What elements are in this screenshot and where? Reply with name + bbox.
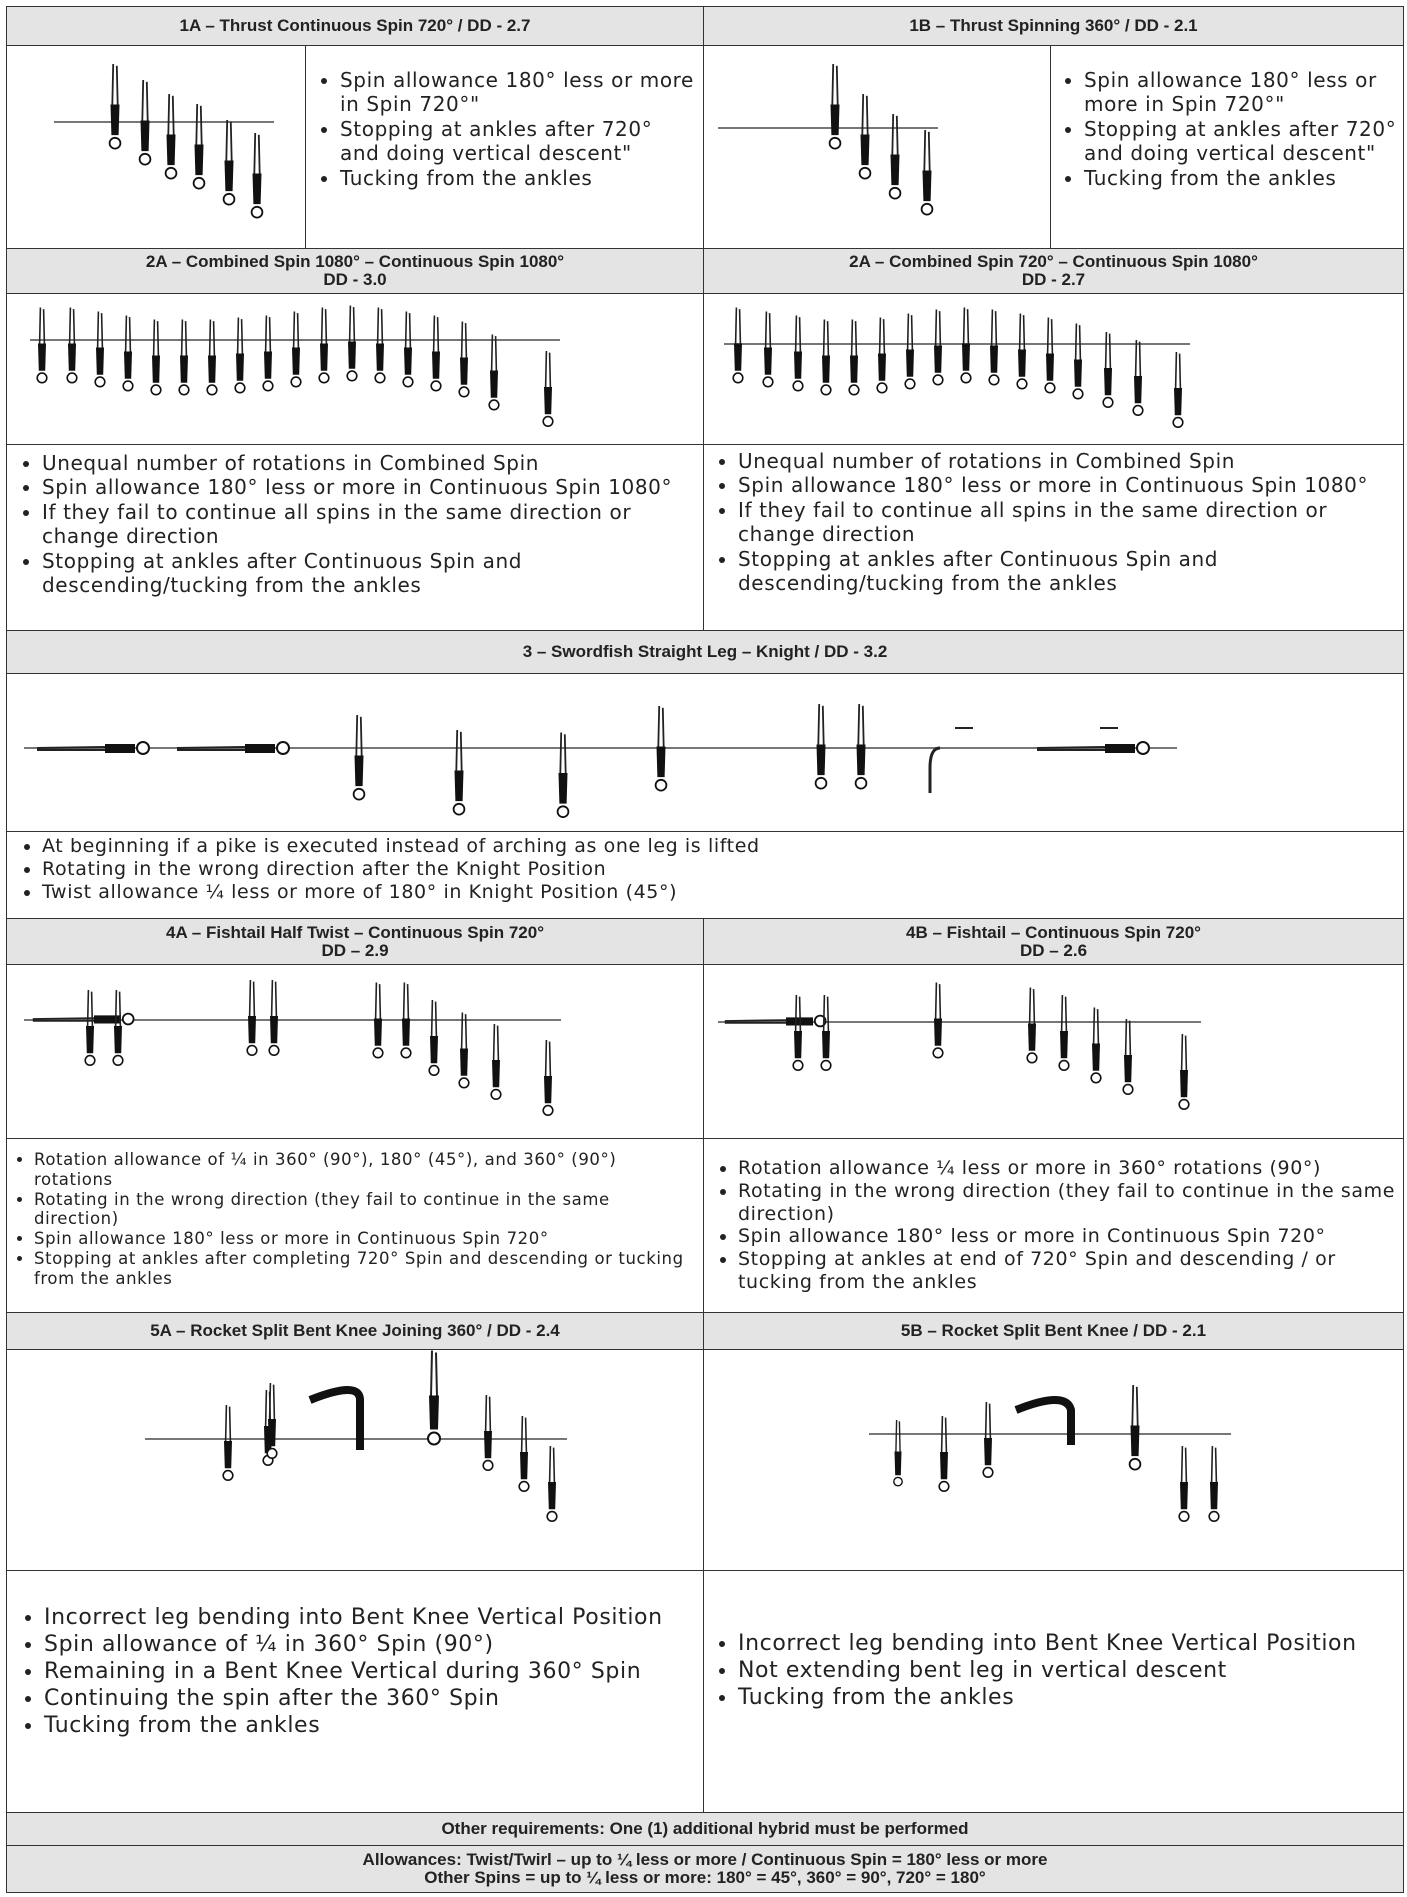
header-title: 4A – Fishtail Half Twist – Continuous Sp… <box>7 924 703 942</box>
bullet-item: Stopping at ankles after Continuous Spin… <box>738 547 1400 596</box>
bullet-item: Spin allowance 180° less or more in Spin… <box>340 68 697 117</box>
header-title: 2A – Combined Spin 1080° – Continuous Sp… <box>7 253 703 271</box>
bullet-item: Rotating in the wrong direction (they fa… <box>738 1180 1400 1226</box>
bullet-list: Rotation allowance ¼ less or more in 360… <box>710 1157 1400 1294</box>
bullet-item: Unequal number of rotations in Combined … <box>42 451 699 475</box>
section-header: 5B – Rocket Split Bent Knee / DD - 2.1 <box>703 1312 1404 1350</box>
header-title: 3 – Swordfish Straight Leg – Knight / DD… <box>7 643 1403 661</box>
bullet-list: Unequal number of rotations in Combined … <box>710 449 1400 595</box>
bullet-item: Stopping at ankles after 720° and doing … <box>340 117 697 166</box>
requirement-text: Other requirements: One (1) additional h… <box>7 1820 1403 1838</box>
bullet-item: Rotating in the wrong direction after th… <box>42 858 1394 881</box>
bullet-list: Incorrect leg bending into Bent Knee Ver… <box>16 1604 696 1739</box>
header-title: 5B – Rocket Split Bent Knee / DD - 2.1 <box>704 1322 1403 1340</box>
header-title: 5A – Rocket Split Bent Knee Joining 360°… <box>7 1322 703 1340</box>
bullet-item: Tucking from the ankles <box>738 1684 1400 1711</box>
bullet-item: Spin allowance 180° less or more in Cont… <box>738 473 1400 497</box>
bullet-block: Incorrect leg bending into Bent Knee Ver… <box>16 1604 696 1739</box>
bullet-list: Rotation allowance of ¼ in 360° (90°), 1… <box>6 1150 696 1289</box>
bullet-item: Rotation allowance ¼ less or more in 360… <box>738 1157 1400 1180</box>
cell <box>6 1349 704 1813</box>
bullet-item: Spin allowance 180° less or more in Cont… <box>42 475 699 499</box>
header-title: 2A – Combined Spin 720° – Continuous Spi… <box>704 253 1403 271</box>
divider <box>6 831 1404 832</box>
bullet-item: Stopping at ankles after completing 720°… <box>34 1249 696 1289</box>
divider <box>6 1138 1404 1139</box>
bullet-item: Tucking from the ankles <box>44 1712 696 1739</box>
header-subtitle: DD - 2.7 <box>704 271 1403 289</box>
bullet-block: Incorrect leg bending into Bent Knee Ver… <box>710 1630 1400 1711</box>
header-subtitle: DD – 2.9 <box>7 942 703 960</box>
section-header: 2A – Combined Spin 720° – Continuous Spi… <box>703 248 1404 294</box>
bullet-list: Spin allowance 180° less or more in Spin… <box>312 68 697 190</box>
bullet-item: Incorrect leg bending into Bent Knee Ver… <box>44 1604 696 1631</box>
bullet-item: Tucking from the ankles <box>1084 166 1401 190</box>
section-header: 2A – Combined Spin 1080° – Continuous Sp… <box>6 248 704 294</box>
bullet-item: Continuing the spin after the 360° Spin <box>44 1685 696 1712</box>
bullet-item: Tucking from the ankles <box>340 166 697 190</box>
divider <box>6 444 1404 445</box>
bullet-item: If they fail to continue all spins in th… <box>42 500 699 549</box>
page: {"sections": [ {"items": [ {"title": "1A… <box>0 0 1407 1897</box>
allowance-line: Allowances: Twist/Twirl – up to ¼ less o… <box>7 1851 1403 1869</box>
header-subtitle: DD - 3.0 <box>7 271 703 289</box>
bullet-block: Unequal number of rotations in Combined … <box>710 449 1400 595</box>
section-header: 3 – Swordfish Straight Leg – Knight / DD… <box>6 630 1404 674</box>
bullet-item: Spin allowance of ¼ in 360° Spin (90°) <box>44 1631 696 1658</box>
section-header: 5A – Rocket Split Bent Knee Joining 360°… <box>6 1312 704 1350</box>
bullet-block: Spin allowance 180° less or more in Spin… <box>312 68 697 190</box>
bullet-item: Spin allowance 180° less or more in Spin… <box>1084 68 1401 117</box>
bullet-item: Incorrect leg bending into Bent Knee Ver… <box>738 1630 1400 1657</box>
bullet-block: Unequal number of rotations in Combined … <box>14 451 699 597</box>
bullet-item: Spin allowance 180° less or more in Cont… <box>34 1229 696 1249</box>
bullet-item: Stopping at ankles at end of 720° Spin a… <box>738 1248 1400 1294</box>
allowance-line: Other Spins = up to ¼ less or more: 180°… <box>7 1869 1403 1887</box>
bullet-item: Stopping at ankles after 720° and doing … <box>1084 117 1401 166</box>
bullet-item: Remaining in a Bent Knee Vertical during… <box>44 1658 696 1685</box>
bullet-list: Incorrect leg bending into Bent Knee Ver… <box>710 1630 1400 1711</box>
bullet-item: If they fail to continue all spins in th… <box>738 498 1400 547</box>
header-title: 1A – Thrust Continuous Spin 720° / DD - … <box>7 17 703 35</box>
bullet-block: Rotation allowance ¼ less or more in 360… <box>710 1157 1400 1294</box>
bullet-block: Rotation allowance of ¼ in 360° (90°), 1… <box>6 1150 696 1289</box>
section-header: 1A – Thrust Continuous Spin 720° / DD - … <box>6 6 704 46</box>
bullet-item: Stopping at ankles after Continuous Spin… <box>42 549 699 598</box>
bullet-item: Twist allowance ¼ less or more of 180° i… <box>42 881 1394 904</box>
divider <box>6 1570 1404 1571</box>
bullet-block: At beginning if a pike is executed inste… <box>14 835 1394 905</box>
section-header: 4B – Fishtail – Continuous Spin 720°DD –… <box>703 918 1404 965</box>
bullet-list: Spin allowance 180° less or more in Spin… <box>1056 68 1401 190</box>
cell <box>703 1349 1404 1813</box>
header-title: 4B – Fishtail – Continuous Spin 720° <box>704 924 1403 942</box>
allowances: Allowances: Twist/Twirl – up to ¼ less o… <box>6 1845 1404 1893</box>
bullet-item: Spin allowance 180° less or more in Cont… <box>738 1225 1400 1248</box>
section-header: 4A – Fishtail Half Twist – Continuous Sp… <box>6 918 704 965</box>
section-header: 1B – Thrust Spinning 360° / DD - 2.1 <box>703 6 1404 46</box>
bullet-item: Rotation allowance of ¼ in 360° (90°), 1… <box>34 1150 696 1190</box>
header-subtitle: DD – 2.6 <box>704 942 1403 960</box>
bullet-item: Rotating in the wrong direction (they fa… <box>34 1190 696 1230</box>
bullet-block: Spin allowance 180° less or more in Spin… <box>1056 68 1401 190</box>
bullet-item: Unequal number of rotations in Combined … <box>738 449 1400 473</box>
other-requirements: Other requirements: One (1) additional h… <box>6 1812 1404 1846</box>
bullet-list: At beginning if a pike is executed inste… <box>14 835 1394 905</box>
bullet-item: At beginning if a pike is executed inste… <box>42 835 1394 858</box>
bullet-item: Not extending bent leg in vertical desce… <box>738 1657 1400 1684</box>
bullet-list: Unequal number of rotations in Combined … <box>14 451 699 597</box>
header-title: 1B – Thrust Spinning 360° / DD - 2.1 <box>704 17 1403 35</box>
